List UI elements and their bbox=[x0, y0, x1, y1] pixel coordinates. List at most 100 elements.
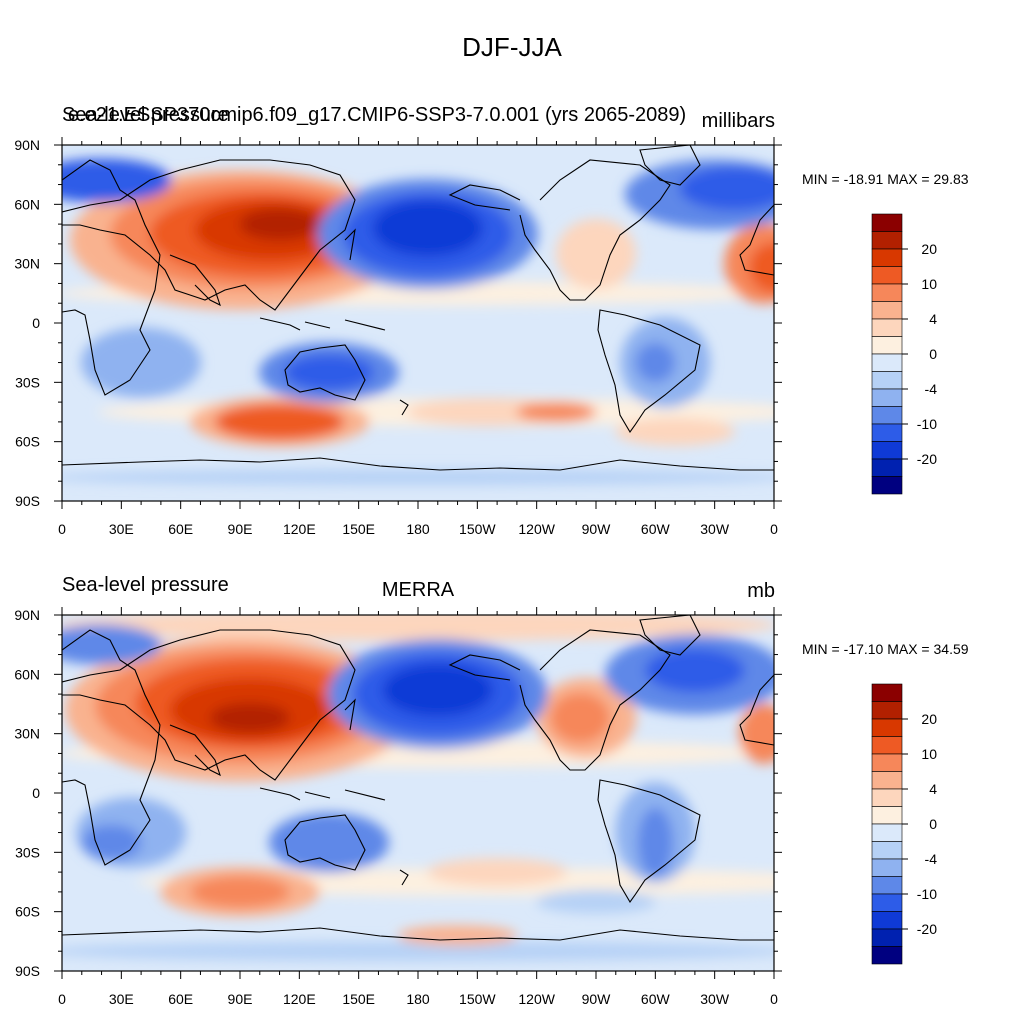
south-pacific-low bbox=[536, 889, 656, 914]
colorbar-label: -4 bbox=[925, 851, 938, 867]
panel1-units: millibars bbox=[701, 110, 775, 132]
lon-tick-label: 60E bbox=[168, 991, 193, 1007]
colorbar-swatch bbox=[871, 911, 903, 930]
southern-high-core bbox=[214, 403, 345, 440]
figure-title: DJF-JJA bbox=[462, 32, 562, 62]
lon-tick-label: 90E bbox=[228, 521, 253, 537]
lat-tick-label: 90S bbox=[15, 963, 40, 979]
lon-tick-label: 150W bbox=[459, 521, 496, 537]
lon-tick-label: 30W bbox=[700, 991, 730, 1007]
colorbar-label: 10 bbox=[921, 746, 937, 762]
lon-tick-label: 150E bbox=[342, 521, 375, 537]
lon-tick-label: 120W bbox=[518, 991, 555, 1007]
south-pacific-high bbox=[427, 858, 568, 887]
lat-tick-label: 30N bbox=[14, 256, 40, 272]
colorbar-swatch bbox=[871, 388, 903, 407]
arctic-low bbox=[62, 624, 162, 665]
colorbar-swatch bbox=[871, 736, 903, 755]
aleutian-low-core bbox=[372, 200, 483, 257]
colorbar-swatch bbox=[871, 213, 903, 232]
colorbar-swatch bbox=[871, 458, 903, 477]
colorbar-swatch bbox=[871, 928, 903, 947]
colorbar-swatch bbox=[871, 406, 903, 425]
lat-tick-label: 90S bbox=[15, 493, 40, 509]
arctic-high-band bbox=[62, 615, 774, 641]
lat-tick-label: 60S bbox=[15, 904, 40, 920]
colorbar-label: 20 bbox=[921, 711, 937, 727]
lat-tick-label: 30S bbox=[15, 844, 40, 860]
colorbar-label: -10 bbox=[917, 416, 937, 432]
aleutian-low-core bbox=[382, 664, 493, 717]
panel2-left-title: Sea-level pressure bbox=[62, 574, 229, 596]
south-pacific-high bbox=[407, 398, 568, 426]
colorbar-swatch bbox=[871, 718, 903, 737]
lon-tick-label: 90W bbox=[582, 991, 612, 1007]
colorbar-swatch bbox=[871, 806, 903, 825]
lat-tick-label: 90N bbox=[14, 137, 40, 153]
colorbar-swatch bbox=[871, 231, 903, 250]
lat-tick-label: 60S bbox=[15, 434, 40, 450]
colorbar-swatch bbox=[871, 441, 903, 460]
arctic-low bbox=[62, 158, 172, 203]
colorbar-swatch bbox=[871, 841, 903, 860]
lon-tick-label: 0 bbox=[58, 521, 66, 537]
atlantic-high-core bbox=[749, 242, 774, 293]
eurasian-high-core bbox=[239, 208, 320, 241]
africa-low-core bbox=[81, 824, 142, 861]
colorbar-swatch bbox=[871, 683, 903, 702]
lat-tick-label: 30S bbox=[15, 374, 40, 390]
lon-tick-label: 30E bbox=[109, 991, 134, 1007]
colorbar-swatch bbox=[871, 336, 903, 355]
colorbar-swatch bbox=[871, 248, 903, 267]
colorbar-swatch bbox=[871, 701, 903, 720]
colorbar-label: 4 bbox=[929, 781, 937, 797]
lat-tick-label: 30N bbox=[14, 726, 40, 742]
colorbar-swatch bbox=[871, 283, 903, 302]
lat-tick-label: 90N bbox=[14, 607, 40, 623]
colorbar-swatch bbox=[871, 371, 903, 390]
north-america-light-high bbox=[556, 218, 636, 289]
colorbar-swatch bbox=[871, 266, 903, 285]
lon-tick-label: 30W bbox=[700, 521, 730, 537]
southern-high-core bbox=[190, 875, 290, 908]
lon-tick-label: 30E bbox=[109, 521, 134, 537]
colorbar-swatch bbox=[871, 353, 903, 372]
panel2-map bbox=[62, 615, 774, 971]
colorbar-label: -20 bbox=[917, 921, 937, 937]
north-america-high-core bbox=[550, 692, 611, 743]
colorbar-swatch bbox=[871, 476, 903, 495]
colorbar-swatch bbox=[871, 946, 903, 965]
lon-tick-label: 60W bbox=[641, 521, 671, 537]
colorbar-label: 10 bbox=[921, 276, 937, 292]
south-pacific-high-core bbox=[516, 402, 597, 422]
colorbar-swatch bbox=[871, 823, 903, 842]
eurasian-high-core bbox=[209, 702, 290, 733]
lon-tick-label: 120E bbox=[283, 521, 316, 537]
colorbar-label: -10 bbox=[917, 886, 937, 902]
lon-tick-label: 0 bbox=[770, 991, 778, 1007]
australia-low bbox=[269, 812, 389, 873]
colorbar-label: 20 bbox=[921, 241, 937, 257]
colorbar-swatch bbox=[871, 423, 903, 442]
lon-tick-label: 90E bbox=[228, 991, 253, 1007]
colorbar-swatch bbox=[871, 301, 903, 320]
colorbar-swatch bbox=[871, 893, 903, 912]
colorbar-swatch bbox=[871, 753, 903, 772]
panel1-map bbox=[62, 145, 774, 501]
panel1-min-max: MIN = -18.91 MAX = 29.83 bbox=[802, 171, 969, 187]
colorbar-label: 4 bbox=[929, 311, 937, 327]
lon-tick-label: 120W bbox=[518, 521, 555, 537]
antarctic-light-blue bbox=[62, 941, 774, 962]
lon-tick-label: 0 bbox=[58, 991, 66, 1007]
icelandic-low-core bbox=[679, 166, 774, 211]
lon-tick-label: 150E bbox=[342, 991, 375, 1007]
colorbar-swatch bbox=[871, 876, 903, 895]
colorbar-label: 0 bbox=[929, 816, 937, 832]
lon-tick-label: 180 bbox=[406, 991, 430, 1007]
lon-tick-label: 150W bbox=[459, 991, 496, 1007]
lat-tick-label: 0 bbox=[32, 785, 40, 801]
panel2-min-max: MIN = -17.10 MAX = 34.59 bbox=[802, 641, 969, 657]
lon-tick-label: 180 bbox=[406, 521, 430, 537]
colorbar-swatch bbox=[871, 788, 903, 807]
